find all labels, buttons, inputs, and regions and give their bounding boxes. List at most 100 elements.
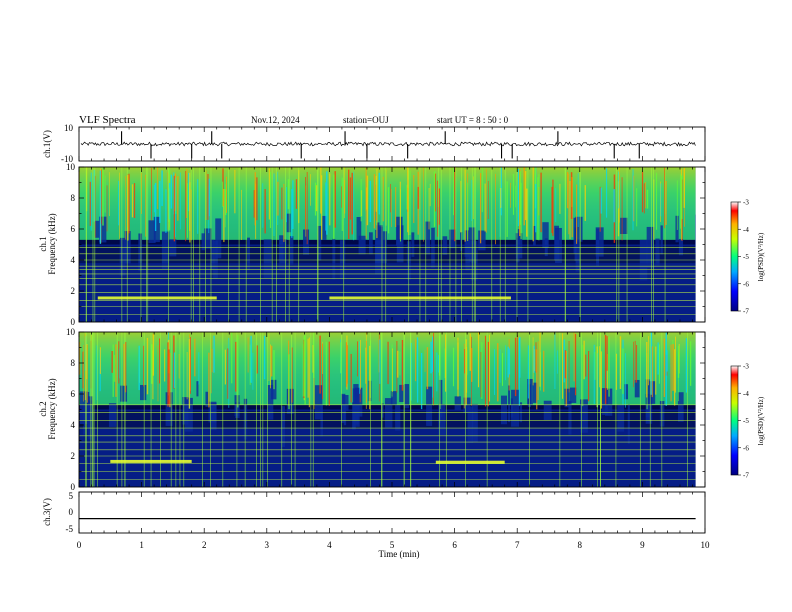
sferic-gap <box>201 233 205 251</box>
colorbar-tick-label: -3 <box>743 199 749 207</box>
sferic-gap <box>465 239 470 271</box>
sferic-gap <box>634 379 640 398</box>
sferic-gap <box>215 218 222 259</box>
sferic-gap <box>404 384 410 409</box>
sferic-gap <box>454 396 461 410</box>
colorbar-tick-label: -4 <box>743 226 749 234</box>
date-label: Nov.12, 2024 <box>251 115 300 125</box>
sferic-gap <box>343 405 347 426</box>
sferic-gap <box>426 386 433 426</box>
sferic-gap <box>471 403 478 443</box>
sferic-gap <box>467 406 474 443</box>
sferic-gap <box>678 238 684 256</box>
bright-band-segment <box>435 460 505 464</box>
y-tick-label: 10 <box>66 162 76 172</box>
sferic-gap <box>399 384 405 403</box>
sferic-gap <box>317 225 322 261</box>
sferic-gap <box>395 216 403 246</box>
sferic-gap <box>620 217 628 234</box>
sferic-gap <box>575 239 581 272</box>
y-tick-label: 8 <box>71 358 76 368</box>
sferic-intensity-overlay <box>79 167 696 240</box>
sferic-gap <box>442 236 448 255</box>
bright-band-segment <box>97 296 217 300</box>
sferic-gap <box>375 240 383 275</box>
sferic-gap <box>356 216 362 241</box>
ch1-spec-ylabel-freq: Frequency (kHz) <box>47 213 57 274</box>
y-tick-label: 4 <box>71 255 76 265</box>
sferic-gap <box>303 229 310 255</box>
sferic-gap <box>213 240 218 279</box>
sferic-gap <box>533 382 538 403</box>
sferic-gap <box>395 405 401 431</box>
x-axis-label: Time (min) <box>379 549 420 559</box>
sferic-gap <box>564 388 570 408</box>
sferic-gap <box>369 232 373 255</box>
ch1-ylabel: ch.1(V) <box>42 130 52 158</box>
no-data-strip <box>695 167 705 322</box>
sferic-gap <box>601 388 608 415</box>
y-tick-label: 6 <box>71 389 76 399</box>
sferic-gap <box>83 404 86 435</box>
ch1-spec-ylabel-channel: ch.1 <box>38 236 48 251</box>
x-tick-label: 5 <box>390 540 395 550</box>
sferic-gap <box>88 400 93 440</box>
sferic-gap <box>500 395 508 425</box>
x-tick-label: 10 <box>701 540 711 550</box>
sferic-gap <box>342 394 349 411</box>
sferic-gap <box>575 216 583 242</box>
sferic-gap <box>617 404 625 432</box>
bright-band-segment <box>110 459 192 463</box>
ch1-waveform-panel: 10 -10 ch.1(V) <box>42 123 706 164</box>
sferic-gap <box>161 231 170 270</box>
sferic-gap <box>281 406 286 448</box>
colorbar-tick-label: -6 <box>743 280 749 288</box>
sferic-gap <box>645 379 650 418</box>
sferic-gap <box>204 228 212 249</box>
y-tick-label: 0 <box>71 317 76 327</box>
sferic-gap <box>352 388 360 427</box>
sferic-gap <box>279 239 287 271</box>
sferic-gap <box>605 388 613 416</box>
sferic-gap <box>573 217 577 254</box>
sferic-gap <box>314 385 323 420</box>
sferic-gap <box>542 222 549 248</box>
ch1-waveform-trace <box>80 141 696 147</box>
ch3-ytick-top: 5 <box>69 491 74 501</box>
ch1-ytick-bottom: -10 <box>61 154 73 164</box>
colorbar-tick-label: -6 <box>743 444 749 452</box>
x-tick-label: 3 <box>265 540 270 550</box>
ch1-colorbar-label: log(PSD)(V²/Hz) <box>757 232 765 281</box>
sferic-gap <box>140 384 147 401</box>
sferic-gap <box>438 404 446 436</box>
sferic-gap <box>108 403 117 427</box>
ch1-ytick-top: 10 <box>64 123 74 133</box>
sferic-gap <box>286 388 294 414</box>
sferic-gap <box>320 404 323 437</box>
sferic-gap <box>205 391 209 407</box>
sferic-gap <box>153 216 160 243</box>
sferic-gap <box>677 392 684 422</box>
sferic-gap <box>352 402 356 430</box>
y-tick-label: 0 <box>71 482 76 492</box>
sferic-gap <box>424 221 431 255</box>
x-tick-label: 8 <box>578 540 583 550</box>
colorbar-tick-label: -5 <box>743 253 749 261</box>
colorbar-tick-label: -5 <box>743 417 749 425</box>
sferic-gap <box>263 239 272 279</box>
ch3-ytick-mid: 0 <box>69 507 74 517</box>
ch3-ytick-bottom: -5 <box>66 524 74 534</box>
ch2-spec-ylabel-freq: Frequency (kHz) <box>47 378 57 439</box>
ch3-trace-panel: 5 0 -5 ch.3(V) <box>42 491 706 534</box>
sferic-gap <box>595 227 604 257</box>
y-tick-label: 2 <box>71 286 76 296</box>
sferic-gap <box>339 240 346 279</box>
ch3-trace-frame <box>78 491 706 534</box>
station-label: station=OUJ <box>343 115 389 125</box>
ch2-colorbar: -3 -4 -5 -6 -7 <box>730 363 749 480</box>
sferic-gap <box>210 239 215 270</box>
sferic-gap <box>322 215 327 240</box>
